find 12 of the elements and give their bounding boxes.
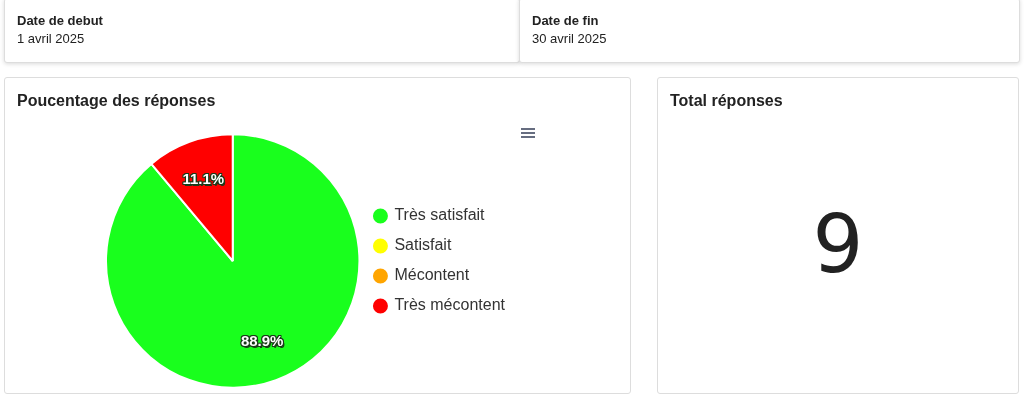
- text: Date de fin: [532, 13, 600, 28]
- text: 30 avril 2025: [532, 31, 608, 46]
- legend-label: Mécontent: [394, 266, 470, 284]
- legend-label: Très satisfait: [394, 206, 486, 224]
- text: 9: [811, 198, 865, 291]
- text: 1 avril 2025: [17, 31, 86, 46]
- data-label: 11.1%: [182, 170, 225, 188]
- legend-label: Très mécontent: [394, 296, 506, 314]
- legend-label: Satisfait: [394, 236, 452, 254]
- text: Total réponses: [670, 92, 783, 110]
- text: Date de debut: [17, 13, 104, 28]
- chart-title: Poucentage des réponses: [17, 92, 216, 110]
